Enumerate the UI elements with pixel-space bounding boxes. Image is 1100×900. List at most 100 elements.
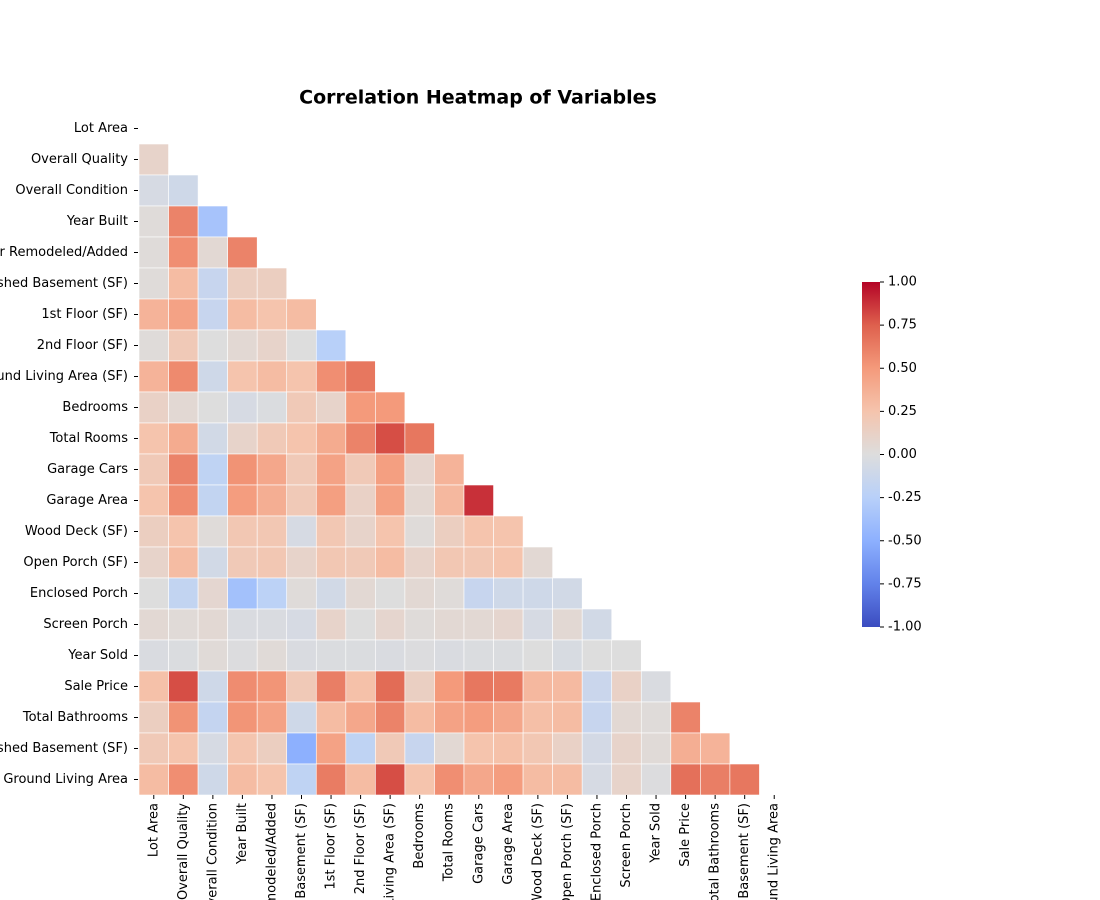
heatmap-cell <box>345 546 376 579</box>
heatmap-cell <box>286 608 317 641</box>
heatmap-cell <box>315 546 347 579</box>
colorbar-tick-label: 0.00 <box>888 447 917 462</box>
heatmap-cell <box>375 608 406 641</box>
heatmap-cell <box>434 701 465 734</box>
heatmap-cell <box>256 360 288 393</box>
heatmap-cell <box>227 236 258 269</box>
heatmap-cell <box>168 453 199 486</box>
heatmap-cell <box>375 639 406 672</box>
colorbar-tick-label: -0.25 <box>888 490 922 505</box>
heatmap-cell <box>493 515 524 548</box>
heatmap-cell <box>256 329 288 362</box>
heatmap-cell <box>138 732 169 765</box>
heatmap-cell <box>375 546 406 579</box>
heatmap-cell <box>197 670 228 703</box>
heatmap-cell <box>463 484 494 517</box>
x-tick-label: Year Built <box>235 803 250 865</box>
heatmap-cell <box>286 577 317 610</box>
y-tick-label: Open Porch (SF) <box>23 555 128 570</box>
heatmap-cell <box>168 422 199 455</box>
heatmap-cell <box>138 298 169 331</box>
heatmap-cell <box>345 732 376 765</box>
heatmap-cell <box>197 298 228 331</box>
heatmap-cell <box>138 515 169 548</box>
heatmap-cell <box>345 360 376 393</box>
heatmap-cell <box>256 763 288 796</box>
x-tick-label: 1st Floor (SF) <box>324 803 339 890</box>
heatmap-cell <box>286 639 317 672</box>
heatmap-cell <box>138 577 169 610</box>
colorbar-tick-label: -0.75 <box>888 576 922 591</box>
heatmap-cell <box>197 453 228 486</box>
heatmap-cell <box>404 484 435 517</box>
heatmap-cell <box>315 670 347 703</box>
heatmap-cell <box>138 453 169 486</box>
colorbar-tick-label: 0.25 <box>888 404 917 419</box>
heatmap-cell <box>227 515 258 548</box>
chart-title: Correlation Heatmap of Variables <box>299 87 657 109</box>
heatmap-cell <box>256 546 288 579</box>
heatmap-cell <box>463 701 494 734</box>
heatmap-cell <box>493 546 524 579</box>
y-tick-label: Overall Condition <box>15 183 128 198</box>
heatmap-cell <box>611 732 642 765</box>
heatmap-cell <box>197 422 228 455</box>
heatmap-cell <box>256 670 288 703</box>
x-tick-label: 2nd Floor (SF) <box>353 803 368 894</box>
heatmap-cell <box>404 422 435 455</box>
x-tick-label: Enclosed Porch <box>589 803 604 900</box>
colorbar-tick-label: -1.00 <box>888 620 922 635</box>
heatmap-cell <box>256 453 288 486</box>
heatmap-cell <box>197 205 228 238</box>
heatmap-cell <box>611 763 642 796</box>
heatmap-cell <box>197 608 228 641</box>
heatmap-cell <box>434 546 465 579</box>
colorbar-tick-label: 1.00 <box>888 275 917 290</box>
heatmap-cell <box>168 608 199 641</box>
heatmap-cell <box>227 484 258 517</box>
x-tick-label: Year Remodeled/Added <box>264 803 279 900</box>
heatmap-cell <box>227 732 258 765</box>
heatmap-cell <box>463 546 494 579</box>
heatmap-cell <box>286 670 317 703</box>
x-tick-label: Wood Deck (SF) <box>530 803 545 900</box>
heatmap-cell <box>463 639 494 672</box>
x-tick-label: Year Sold <box>649 803 664 864</box>
heatmap-cell <box>552 670 583 703</box>
heatmap-cell <box>315 360 347 393</box>
heatmap-cell <box>404 670 435 703</box>
heatmap-cell <box>375 763 406 796</box>
heatmap-cell <box>552 608 583 641</box>
x-tick-label: Garage Area <box>501 803 516 885</box>
colorbar-tick-label: -0.50 <box>888 533 922 548</box>
heatmap-cell <box>168 236 199 269</box>
y-tick-label: Bedrooms <box>62 400 128 415</box>
heatmap-cell <box>256 298 288 331</box>
heatmap-cell <box>197 701 228 734</box>
heatmap-cell <box>315 329 347 362</box>
heatmap-cell <box>434 732 465 765</box>
heatmap-cell <box>345 639 376 672</box>
heatmap-cell <box>404 577 435 610</box>
y-tick-label: Enclosed Porch <box>30 586 128 601</box>
x-tick-label: Overall Quality <box>176 803 191 900</box>
heatmap-cell <box>227 453 258 486</box>
heatmap-cell <box>138 639 169 672</box>
heatmap-cell <box>138 670 169 703</box>
heatmap-cell <box>345 701 376 734</box>
heatmap-cell <box>729 763 760 796</box>
colorbar <box>862 282 880 627</box>
x-tick-label: Sale Price <box>678 803 693 867</box>
heatmap-cell <box>375 732 406 765</box>
heatmap-cell <box>197 267 228 300</box>
heatmap-cell <box>493 670 524 703</box>
y-tick-label: Year Remodeled/Added <box>0 245 128 260</box>
heatmap-cell <box>286 298 317 331</box>
heatmap-cell <box>375 391 406 424</box>
heatmap-cell <box>138 267 169 300</box>
heatmap-cell <box>463 763 494 796</box>
heatmap-cell <box>463 577 494 610</box>
heatmap-cell <box>227 267 258 300</box>
heatmap-cell <box>670 701 701 734</box>
